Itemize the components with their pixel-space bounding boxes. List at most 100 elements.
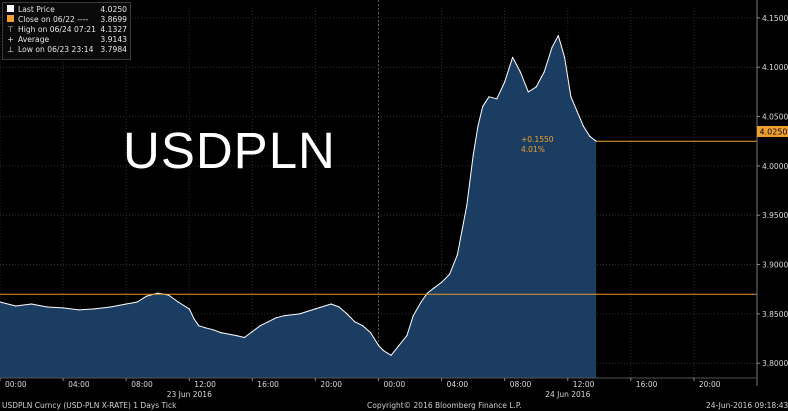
price-line-segment	[382, 349, 392, 356]
price-line-segment	[488, 96, 497, 100]
y-tick-label: 3.8000	[762, 359, 788, 368]
legend-label: Average	[18, 35, 50, 44]
legend-value: 3.9143	[100, 35, 127, 44]
price-line-segment	[512, 57, 521, 73]
x-tick-label: 04:00	[68, 380, 90, 389]
price-line-segment	[456, 229, 463, 255]
price-point	[519, 71, 522, 73]
price-line-segment	[551, 35, 559, 48]
price-line-segment	[528, 86, 537, 93]
price-line-segment	[543, 47, 553, 73]
price-point	[412, 315, 414, 317]
price-point	[441, 281, 443, 283]
price-line-segment	[504, 57, 514, 83]
legend-row-close: Close on 06/22 ---- 3.8699	[6, 15, 127, 25]
price-point	[398, 344, 400, 346]
footer-security: USDPLN Curncy (USD-PLN X-RATE) 1 Days Ti…	[2, 401, 177, 410]
price-line-segment	[177, 301, 190, 310]
price-line-segment	[390, 345, 400, 356]
y-tick-label: 3.8500	[762, 310, 788, 319]
price-point	[511, 56, 514, 58]
price-point	[314, 308, 316, 310]
price-point	[527, 91, 529, 93]
price-line-segment	[412, 301, 422, 317]
price-line-segment	[378, 345, 384, 351]
orange-square-icon	[6, 15, 15, 25]
area-fill	[0, 35, 597, 378]
price-line-segment	[15, 303, 32, 307]
footer-timestamp: 24-Jun-2016 09:18:43	[706, 401, 788, 410]
price-point	[576, 111, 578, 113]
white-square-icon	[6, 5, 15, 15]
price-point	[477, 125, 479, 127]
price-line-segment	[570, 96, 578, 112]
x-tick-label: 12:00	[194, 380, 216, 389]
price-point	[354, 321, 356, 323]
price-point	[377, 344, 380, 346]
price-point	[504, 81, 506, 83]
price-line-segment	[331, 303, 340, 308]
reference-lines	[0, 140, 757, 295]
last-price-tag: 4.0250	[760, 128, 788, 137]
price-line-segment	[168, 294, 179, 303]
price-point	[125, 303, 127, 305]
last-price-tag-box	[757, 126, 788, 137]
price-line-segment	[466, 155, 474, 206]
price-line-segment	[496, 81, 506, 100]
price-point	[496, 98, 498, 100]
price-line-segment	[441, 274, 450, 283]
price-line-segment	[583, 126, 591, 137]
price-line-segment	[212, 329, 221, 334]
price-line-segment	[136, 295, 147, 303]
date-label: 23 Jun 2016	[167, 390, 212, 399]
price-point	[204, 327, 206, 329]
price-line-segment	[535, 71, 545, 88]
price-point	[30, 303, 33, 305]
x-tick-label: 08:00	[510, 380, 532, 389]
price-point	[564, 56, 566, 58]
price-line-segment	[47, 306, 64, 309]
price-line-segment	[0, 301, 16, 307]
legend-row-low: ⊥ Low on 06/23 23:14 3.7984	[6, 45, 127, 55]
price-point	[557, 35, 559, 37]
price-line-segment	[188, 308, 195, 320]
price-point	[157, 292, 159, 294]
price-point	[236, 335, 238, 337]
price-point	[193, 318, 195, 320]
price-point	[488, 96, 490, 98]
x-tick-label: 20:00	[699, 380, 721, 389]
price-line-segment	[398, 335, 408, 346]
x-tick-label: 20:00	[320, 380, 342, 389]
price-line-segment	[126, 301, 138, 305]
price-line-segment	[94, 306, 111, 310]
price-point	[212, 329, 214, 331]
price-point	[275, 317, 277, 319]
price-point	[535, 86, 537, 88]
change-pct-annotation: 4.01%	[521, 145, 545, 154]
price-line-segment	[244, 331, 253, 338]
price-line-segment	[557, 35, 566, 58]
price-point	[370, 332, 372, 334]
price-line-segment	[259, 321, 269, 327]
legend-label: Low on 06/23 23:14	[18, 45, 94, 54]
price-line-segment	[564, 57, 572, 97]
price-line-segment	[236, 335, 245, 338]
legend-value: 3.8699	[100, 15, 127, 24]
price-line-segment	[267, 317, 277, 323]
price-line-segment	[78, 308, 95, 311]
price-line-segment	[354, 321, 363, 327]
price-line-segment	[252, 325, 261, 333]
legend: Last Price 4.0250 Close on 06/22 ---- 3.…	[2, 2, 131, 60]
price-point	[543, 71, 545, 73]
x-tick-label: 16:00	[257, 380, 279, 389]
price-line-segment	[198, 325, 206, 329]
price-point	[570, 96, 572, 98]
price-point	[0, 301, 1, 303]
price-line-segment	[576, 111, 584, 127]
price-point	[330, 303, 332, 305]
legend-label: Last Price	[18, 5, 55, 14]
price-point	[589, 135, 591, 137]
plus-marker-icon: +	[7, 35, 14, 44]
legend-value: 4.1327	[100, 25, 127, 34]
